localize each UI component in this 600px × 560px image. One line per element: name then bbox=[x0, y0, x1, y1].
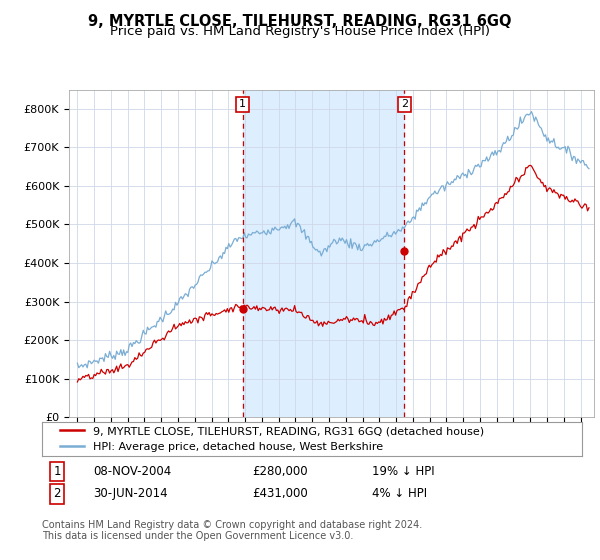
Text: £280,000: £280,000 bbox=[252, 465, 308, 478]
Text: 19% ↓ HPI: 19% ↓ HPI bbox=[372, 465, 434, 478]
Text: Price paid vs. HM Land Registry's House Price Index (HPI): Price paid vs. HM Land Registry's House … bbox=[110, 25, 490, 38]
Text: 1: 1 bbox=[239, 100, 246, 109]
Text: 30-JUN-2014: 30-JUN-2014 bbox=[93, 487, 167, 501]
Text: 4% ↓ HPI: 4% ↓ HPI bbox=[372, 487, 427, 501]
Text: 2: 2 bbox=[401, 100, 408, 109]
Text: 2: 2 bbox=[53, 487, 61, 501]
Text: 08-NOV-2004: 08-NOV-2004 bbox=[93, 465, 171, 478]
Text: 1: 1 bbox=[53, 465, 61, 478]
Legend: 9, MYRTLE CLOSE, TILEHURST, READING, RG31 6GQ (detached house), HPI: Average pri: 9, MYRTLE CLOSE, TILEHURST, READING, RG3… bbox=[53, 419, 491, 459]
Text: Contains HM Land Registry data © Crown copyright and database right 2024.
This d: Contains HM Land Registry data © Crown c… bbox=[42, 520, 422, 542]
Text: £431,000: £431,000 bbox=[252, 487, 308, 501]
Bar bbox=[242, 90, 404, 417]
Text: 9, MYRTLE CLOSE, TILEHURST, READING, RG31 6GQ: 9, MYRTLE CLOSE, TILEHURST, READING, RG3… bbox=[88, 14, 512, 29]
